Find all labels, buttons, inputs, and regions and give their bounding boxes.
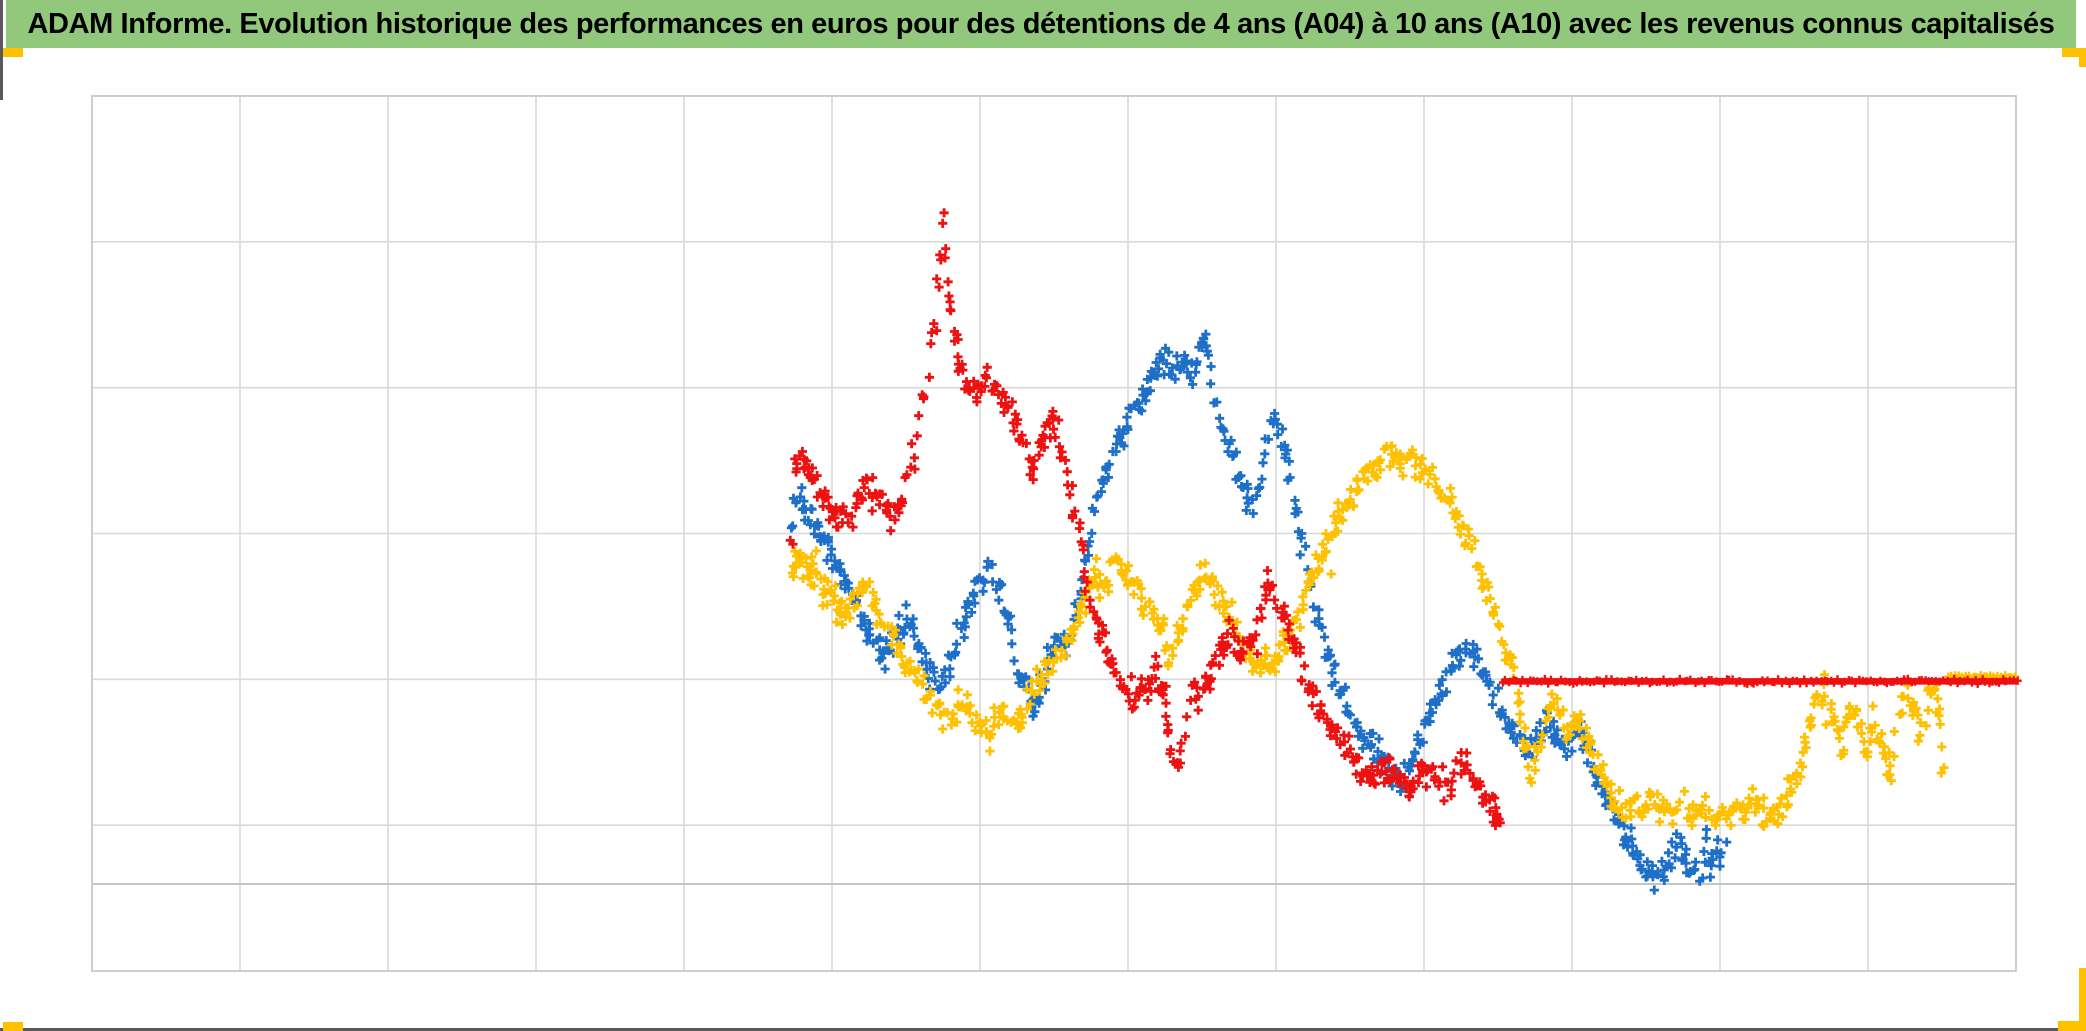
title-bar: ADAM Informe. Evolution historique des p… [6, 0, 2076, 48]
window-left-edge [0, 0, 3, 100]
corner-accent-top-right [2062, 48, 2086, 57]
series-red-points [785, 208, 1505, 831]
series-blue-points [786, 329, 1732, 895]
corner-accent-bottom-right-foot [2058, 1021, 2086, 1031]
plot-area-border[interactable] [91, 95, 2017, 972]
series-gold-points [787, 441, 1949, 831]
corner-accent-bottom-left [3, 1022, 23, 1031]
gridlines [92, 96, 2016, 971]
series-red-flat-line-texture [1498, 674, 2022, 688]
corner-accent-top-left [3, 48, 23, 57]
page-title: ADAM Informe. Evolution historique des p… [27, 7, 2055, 40]
window-bottom-edge [0, 1028, 2086, 1031]
corner-accent-bottom-right-bar [2079, 968, 2086, 1031]
corner-accent-top-right-tail [2079, 48, 2086, 67]
